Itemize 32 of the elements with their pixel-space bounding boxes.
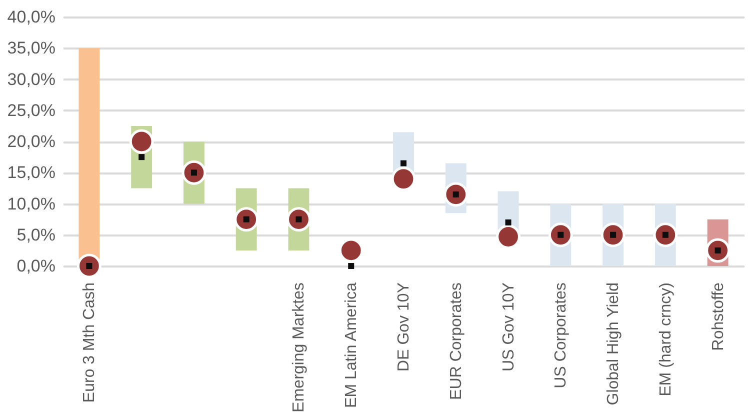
x-tick-label: EUR Corporates — [448, 282, 465, 400]
point — [548, 222, 573, 248]
point — [505, 219, 512, 226]
point — [653, 222, 678, 248]
point — [182, 160, 206, 185]
point — [286, 207, 311, 232]
y-tick-label: 0,0% — [16, 256, 56, 276]
y-tick-label: 10,0% — [7, 194, 56, 214]
x-tick-label: Euro 3 Mth Cash — [81, 282, 98, 403]
x-tick-label: Emerging Marktes — [290, 282, 308, 412]
point — [129, 129, 154, 154]
x-tick-label: US Corporates — [552, 282, 570, 388]
y-tick-label: 40,0% — [7, 8, 56, 26]
y-tick-label: 20,0% — [7, 132, 56, 151]
y-tick-label: 15,0% — [7, 163, 56, 182]
point — [348, 263, 354, 269]
point — [138, 154, 145, 160]
y-tick-label: 25,0% — [7, 100, 56, 120]
x-tick-label: Rohstoffe — [710, 282, 727, 351]
x-tick-label: US Gov 10Y — [500, 282, 518, 372]
y-tick-label: 5,0% — [16, 225, 56, 244]
x-tick-label: DE Gov 10Y — [396, 282, 412, 372]
x-tick-label: EM (hard crncy) — [657, 282, 674, 396]
point — [400, 160, 406, 166]
point — [444, 182, 468, 207]
x-tick-label: EM Latin America — [343, 282, 360, 408]
y-tick-label: 35,0% — [7, 38, 56, 58]
point — [600, 222, 626, 248]
point — [234, 207, 259, 232]
point — [706, 238, 730, 263]
y-tick-label: 30,0% — [7, 70, 56, 89]
x-tick-label: Global High Yield — [605, 282, 622, 406]
